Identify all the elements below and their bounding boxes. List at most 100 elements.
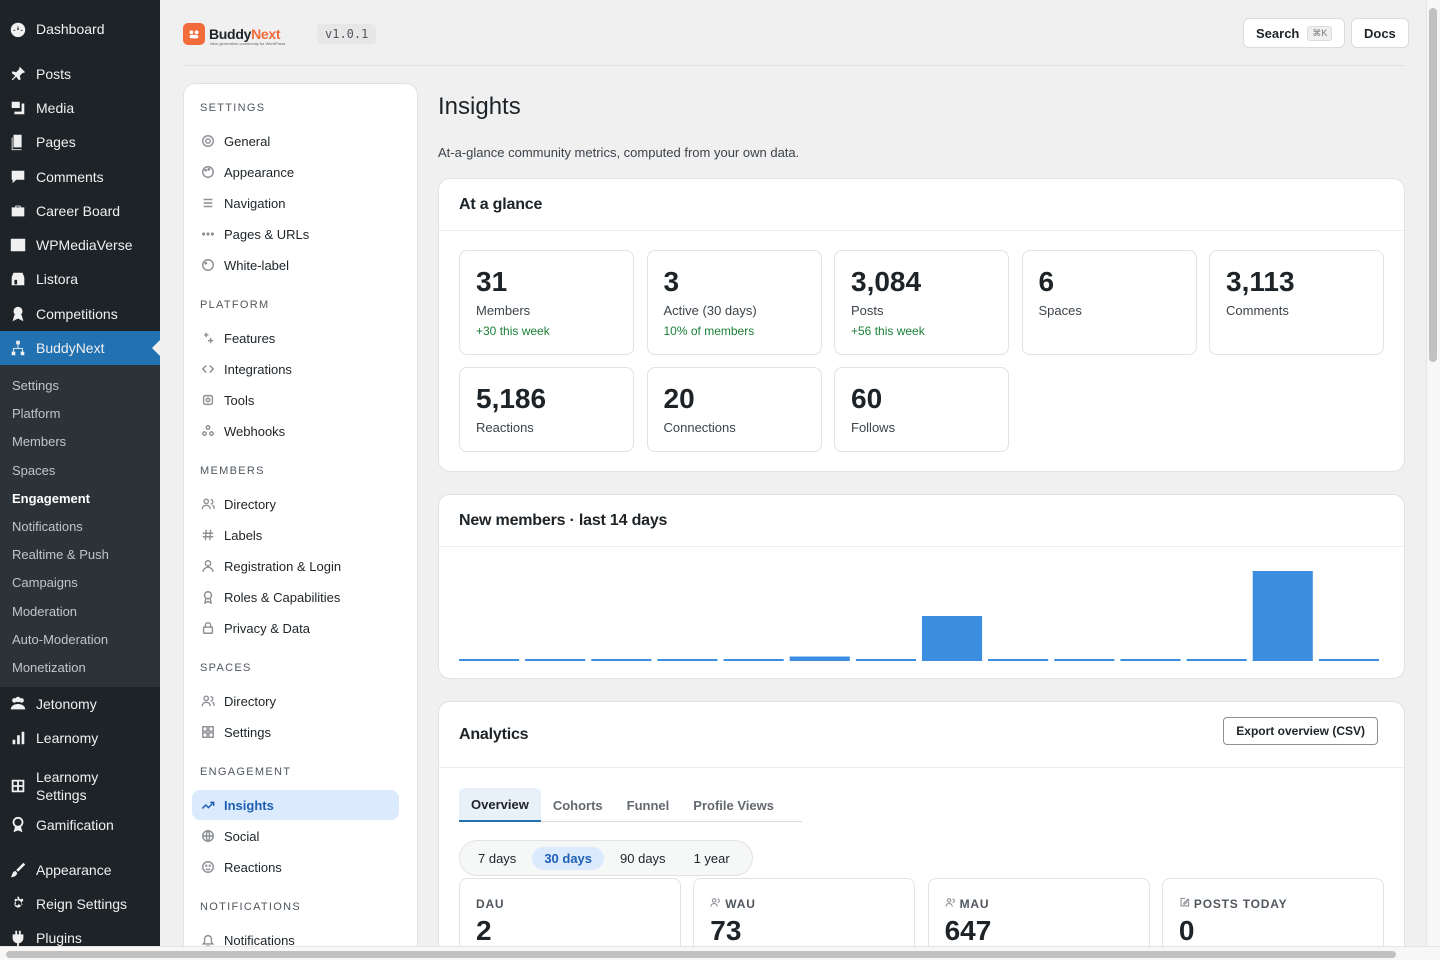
stat-card-active-30-days: 3 Active (30 days) 10% of members bbox=[646, 250, 822, 355]
badge-icon bbox=[200, 589, 216, 605]
nav-item-members-labels[interactable]: Labels bbox=[192, 520, 399, 550]
wp-menu-learnomy-settings[interactable]: Learnomy Settings bbox=[0, 764, 160, 808]
range-selector: 7 days 30 days 90 days 1 year bbox=[459, 840, 753, 876]
stat-value: 31 bbox=[476, 266, 508, 297]
chart-bar[interactable] bbox=[657, 659, 718, 661]
chart-bar[interactable] bbox=[855, 659, 916, 661]
nav-section-spaces: SPACES bbox=[200, 662, 252, 674]
nav-section-settings: SETTINGS bbox=[200, 102, 266, 114]
stat-value: 5,186 bbox=[476, 383, 547, 414]
wp-submenu-spaces[interactable]: Spaces bbox=[12, 462, 56, 478]
range-30-days[interactable]: 30 days bbox=[532, 846, 605, 870]
tab-overview[interactable]: Overview bbox=[459, 788, 541, 822]
wp-menu-dashboard[interactable]: Dashboard bbox=[0, 12, 160, 46]
nav-item-settings-general[interactable]: General bbox=[192, 126, 399, 156]
settings-grid-icon bbox=[8, 776, 28, 796]
chart-bar[interactable] bbox=[591, 659, 652, 661]
wp-submenu-engagement[interactable]: Engagement bbox=[12, 490, 91, 506]
nav-item-spaces-directory[interactable]: Directory bbox=[192, 686, 399, 716]
nav-item-members-privacy-data[interactable]: Privacy & Data bbox=[192, 613, 399, 643]
kpi-value: 647 bbox=[944, 915, 992, 946]
chart-bar[interactable] bbox=[1186, 659, 1247, 661]
stat-label: Follows bbox=[851, 420, 896, 435]
wp-menu-comments[interactable]: Comments bbox=[0, 160, 160, 194]
wp-submenu-members[interactable]: Members bbox=[12, 434, 67, 450]
vertical-scroll-thumb[interactable] bbox=[1429, 8, 1437, 362]
nav-item-settings-navigation[interactable]: Navigation bbox=[192, 188, 399, 218]
nav-item-settings-appearance[interactable]: Appearance bbox=[192, 157, 399, 187]
chart-bar[interactable] bbox=[1120, 659, 1181, 661]
nav-item-members-roles-capabilities[interactable]: Roles & Capabilities bbox=[192, 582, 399, 612]
chart-bar[interactable] bbox=[922, 616, 983, 661]
nav-item-settings-white-label[interactable]: White-label bbox=[192, 250, 399, 280]
chart-bar[interactable] bbox=[988, 659, 1049, 661]
nav-item-members-directory[interactable]: Directory bbox=[192, 489, 399, 519]
wp-menu-label: BuddyNext bbox=[36, 340, 105, 356]
wp-submenu-notifications[interactable]: Notifications bbox=[12, 519, 83, 534]
wp-menu-buddynext[interactable]: BuddyNext bbox=[0, 331, 160, 365]
chart-bar[interactable] bbox=[1318, 659, 1379, 661]
nav-item-spaces-settings[interactable]: Settings bbox=[192, 717, 399, 747]
nav-item-platform-tools[interactable]: Tools bbox=[192, 385, 399, 415]
export-csv-button[interactable]: Export overview (CSV) bbox=[1223, 717, 1378, 745]
wp-menu-learnomy[interactable]: Learnomy bbox=[0, 721, 160, 755]
search-button[interactable]: Search ⌘K bbox=[1243, 18, 1346, 48]
wp-menu-media[interactable]: Media bbox=[0, 91, 160, 125]
stat-label: Posts bbox=[851, 303, 884, 318]
chart-bar[interactable] bbox=[525, 659, 586, 661]
nav-item-settings-pages-urls[interactable]: Pages & URLs bbox=[192, 219, 399, 249]
stat-label: Connections bbox=[663, 420, 736, 435]
wp-menu-reign-settings[interactable]: Reign Settings bbox=[0, 887, 160, 921]
chart-bar[interactable] bbox=[789, 656, 850, 662]
vertical-scrollbar[interactable] bbox=[1426, 0, 1440, 960]
wp-submenu-platform[interactable]: Platform bbox=[12, 406, 61, 422]
wp-menu-gamification[interactable]: Gamification bbox=[0, 808, 160, 842]
range-1-year[interactable]: 1 year bbox=[693, 850, 730, 866]
wp-submenu-realtime-push[interactable]: Realtime & Push bbox=[12, 547, 109, 563]
wp-menu-plugins[interactable]: Plugins bbox=[0, 921, 160, 955]
stat-label: Spaces bbox=[1038, 303, 1082, 318]
wp-menu-posts[interactable]: Posts bbox=[0, 57, 160, 91]
wp-submenu-auto-moderation[interactable]: Auto-Moderation bbox=[12, 631, 109, 647]
kpi-label: MAU bbox=[945, 897, 1133, 911]
tab-cohorts[interactable]: Cohorts bbox=[552, 797, 603, 813]
wp-submenu-moderation[interactable]: Moderation bbox=[12, 603, 78, 619]
horizontal-scrollbar[interactable] bbox=[0, 946, 1440, 960]
chart-bar[interactable] bbox=[1252, 571, 1313, 661]
wp-menu-label: WPMediaVerse bbox=[36, 237, 133, 253]
wp-submenu-campaigns[interactable]: Campaigns bbox=[12, 575, 78, 591]
tab-profile-views[interactable]: Profile Views bbox=[693, 797, 774, 813]
stat-label: Reactions bbox=[476, 420, 534, 435]
kpi-card-dau: DAU 2 bbox=[459, 878, 681, 958]
wp-menu-appearance[interactable]: Appearance bbox=[0, 853, 160, 887]
stat-card-spaces: 6 Spaces bbox=[1021, 250, 1197, 355]
tab-funnel[interactable]: Funnel bbox=[626, 797, 670, 813]
nav-item-platform-integrations[interactable]: Integrations bbox=[192, 354, 399, 384]
wp-menu-career-board[interactable]: Career Board bbox=[0, 194, 160, 228]
range-90-days[interactable]: 90 days bbox=[620, 850, 666, 866]
smile-icon bbox=[200, 859, 216, 875]
wp-menu-listora[interactable]: Listora bbox=[0, 262, 160, 296]
wp-menu-pages[interactable]: Pages bbox=[0, 125, 160, 159]
chart-bar[interactable] bbox=[1054, 659, 1115, 661]
stat-card-members: 31 Members +30 this week bbox=[459, 250, 634, 355]
nav-item-platform-webhooks[interactable]: Webhooks bbox=[192, 416, 399, 446]
wp-menu-jetonomy[interactable]: Jetonomy bbox=[0, 687, 160, 721]
range-7-days[interactable]: 7 days bbox=[478, 850, 517, 866]
wp-menu-wpmediaverse[interactable]: WPMediaVerse bbox=[0, 228, 160, 262]
docs-button[interactable]: Docs bbox=[1351, 18, 1409, 48]
chart-bar[interactable] bbox=[723, 659, 784, 661]
nav-item-engagement-reactions[interactable]: Reactions bbox=[192, 852, 399, 882]
kpi-label: WAU bbox=[710, 897, 898, 911]
wp-submenu-settings[interactable]: Settings bbox=[12, 378, 59, 393]
nav-item-engagement-social[interactable]: Social bbox=[192, 821, 399, 851]
chart-bar[interactable] bbox=[459, 659, 520, 661]
nav-item-engagement-insights[interactable]: Insights bbox=[192, 790, 399, 820]
wp-menu-competitions[interactable]: Competitions bbox=[0, 297, 160, 331]
brand-logo[interactable]: BuddyNext Next generation community for … bbox=[183, 23, 285, 46]
wp-submenu-monetization[interactable]: Monetization bbox=[12, 660, 86, 675]
horizontal-scroll-thumb[interactable] bbox=[6, 951, 1396, 958]
nav-item-members-registration-login[interactable]: Registration & Login bbox=[192, 551, 399, 581]
kpi-label-text: DAU bbox=[476, 897, 505, 911]
nav-item-platform-features[interactable]: Features bbox=[192, 323, 399, 353]
